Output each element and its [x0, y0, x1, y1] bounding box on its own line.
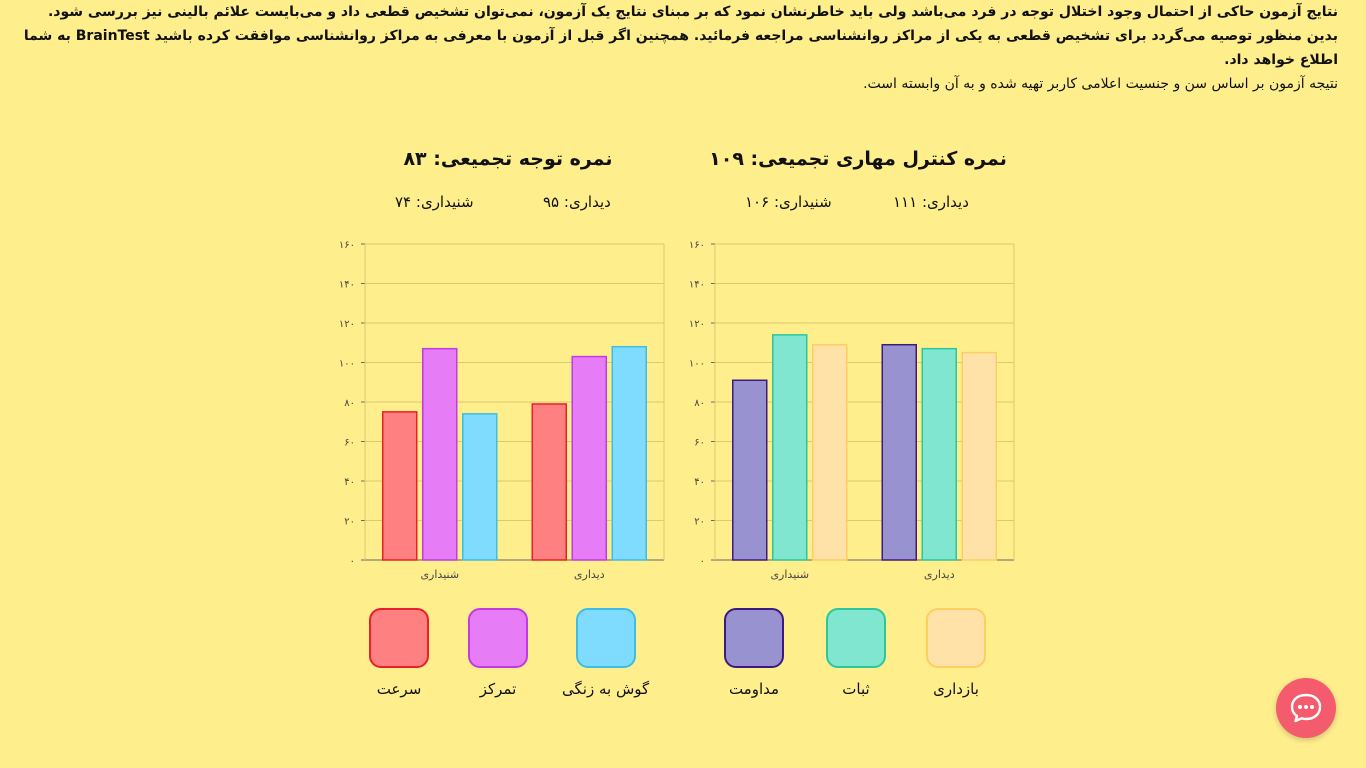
- legend-label-inhibition: بازداری: [933, 680, 979, 698]
- intro-warning: نتایج آزمون حاکی از احتمال وجود اختلال ت…: [20, 0, 1338, 72]
- legend-vigilance: گوش به زنگی: [562, 608, 649, 698]
- legend-label-stability: ثبات: [842, 680, 869, 698]
- legend-persistence: مداومت: [724, 608, 784, 698]
- legend-swatch-speed: [369, 608, 429, 668]
- x-tick-label: شنیداری: [770, 568, 809, 581]
- y-tick-label: ۶۰: [344, 438, 355, 449]
- chat-bubble-icon: [1289, 691, 1323, 725]
- attention-visual-score: دیداری: ۹۵: [543, 193, 611, 211]
- intro-note: نتیجه آزمون بر اساس سن و جنسیت اعلامی کا…: [20, 72, 1338, 96]
- legend-stability: ثبات: [826, 608, 886, 698]
- y-tick-label: ۰: [700, 556, 705, 567]
- control-bar-chart: ۰ ۲۰ ۴۰ ۶۰ ۸۰ ۱۰۰ ۱۲۰ ۱۴۰ ۱۶۰ شنیداری دیداری: [680, 230, 1020, 590]
- y-tick-label: ۱۶۰: [339, 240, 355, 251]
- legend-speed: سرعت: [369, 608, 429, 698]
- control-auditory-score: شنیداری: ۱۰۶: [745, 193, 832, 211]
- bar: [463, 414, 497, 560]
- legend-label-speed: سرعت: [377, 680, 422, 698]
- intro-text: نتایج آزمون حاکی از احتمال وجود اختلال ت…: [20, 0, 1338, 96]
- legend-label-focus: تمرکز: [480, 680, 517, 698]
- legend-swatch-persistence: [724, 608, 784, 668]
- y-tick-label: ۱۴۰: [689, 280, 705, 291]
- legend-swatch-focus: [468, 608, 528, 668]
- bar: [572, 357, 606, 560]
- x-tick-label: شنیداری: [420, 568, 459, 581]
- bar: [882, 345, 916, 560]
- y-tick-label: ۴۰: [344, 477, 355, 488]
- x-tick-label: دیداری: [924, 568, 955, 581]
- bar: [733, 380, 767, 560]
- y-tick-label: ۲۰: [344, 517, 355, 528]
- legend-swatch-stability: [826, 608, 886, 668]
- x-tick-label: دیداری: [574, 568, 605, 581]
- control-visual-score: دیداری: ۱۱۱: [893, 193, 969, 211]
- bar: [922, 349, 956, 560]
- bar: [813, 345, 847, 560]
- y-tick-label: ۶۰: [694, 438, 705, 449]
- control-panel-title: نمره کنترل مهاری تجمیعی: ۱۰۹: [700, 148, 1016, 170]
- bar: [383, 412, 417, 560]
- attention-panel-title: نمره توجه تجمیعی: ۸۳: [350, 148, 666, 170]
- bar: [773, 335, 807, 560]
- y-tick-label: ۱۴۰: [339, 280, 355, 291]
- y-tick-label: ۲۰: [694, 517, 705, 528]
- legend-swatch-vigilance: [576, 608, 636, 668]
- attention-bar-chart: ۰ ۲۰ ۴۰ ۶۰ ۸۰ ۱۰۰ ۱۲۰ ۱۴۰ ۱۶۰ شنیداری دیداری: [330, 230, 670, 590]
- y-tick-label: ۱۰۰: [339, 359, 355, 370]
- legend-focus: تمرکز: [468, 608, 528, 698]
- legend-label-vigilance: گوش به زنگی: [562, 680, 649, 698]
- bar: [612, 347, 646, 560]
- bar: [532, 404, 566, 560]
- y-tick-label: ۱۲۰: [339, 319, 355, 330]
- y-tick-label: ۱۲۰: [689, 319, 705, 330]
- bar: [962, 353, 996, 560]
- y-tick-label: ۱۰۰: [689, 359, 705, 370]
- bar: [423, 349, 457, 560]
- legend-swatch-inhibition: [926, 608, 986, 668]
- legend-inhibition: بازداری: [926, 608, 986, 698]
- y-tick-label: ۰: [350, 556, 355, 567]
- attention-auditory-score: شنیداری: ۷۴: [395, 193, 474, 211]
- y-tick-label: ۴۰: [694, 477, 705, 488]
- y-tick-label: ۸۰: [694, 398, 705, 409]
- legend-label-persistence: مداومت: [729, 680, 779, 698]
- chat-button[interactable]: [1276, 678, 1336, 738]
- y-tick-label: ۸۰: [344, 398, 355, 409]
- y-tick-label: ۱۶۰: [689, 240, 705, 251]
